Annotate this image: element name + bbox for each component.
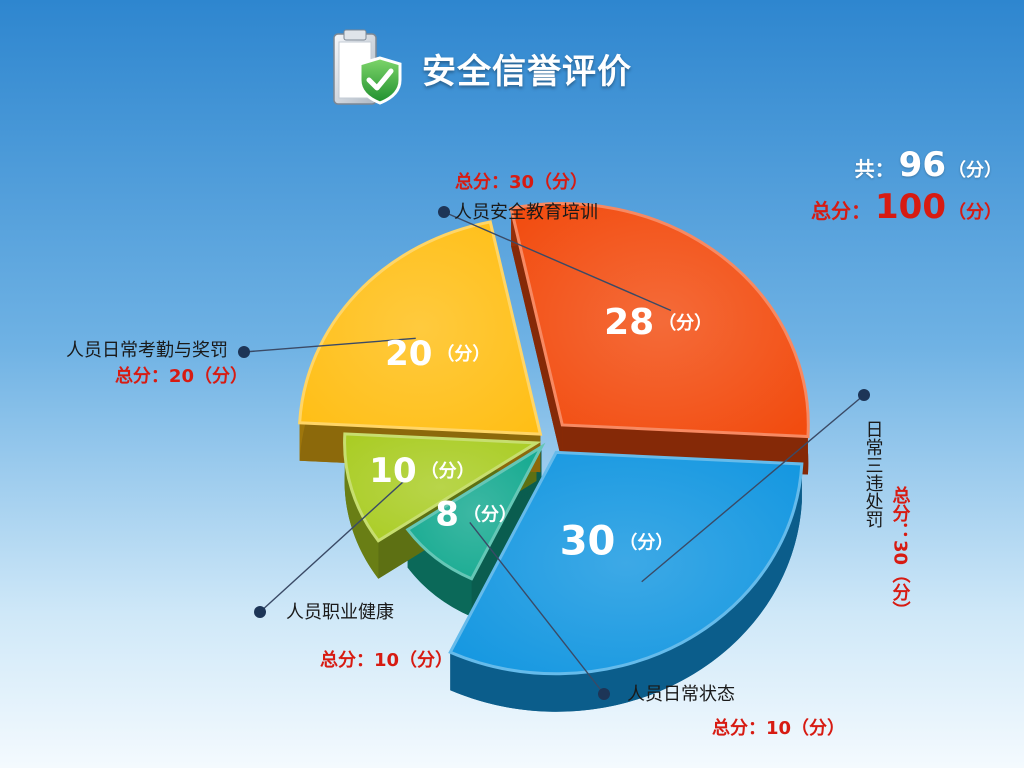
slice-value: 28 [604,302,654,343]
score-unit: （分） [948,160,1002,181]
score-label: 共： [854,157,895,181]
pie-slice-rim [344,433,379,579]
label-dot [254,606,266,618]
leader-line [469,521,605,695]
pie-slice-top [343,432,542,543]
slice-category-label: 日常三违处罚 [863,420,884,528]
slice-value-unit: （分） [421,461,475,482]
clipboard-shield-check-icon [333,29,402,105]
slice-value-unit: （分） [463,505,517,526]
full-score-unit: （分） [948,202,1002,223]
slice-max-score-label: 总分：30（分） [455,171,588,193]
slice-category-label: 人员职业健康 [286,602,394,623]
slice-value-label: 8 （分） [435,494,517,534]
pie-slice-top [509,202,810,439]
slice-max-score-label: 总分：30（分） [890,485,911,619]
pie-slice-top [448,450,804,676]
pie-slice-top [298,220,543,436]
full-score-label: 总分： [811,199,872,223]
label-dot [438,206,450,218]
label-dot [598,688,610,700]
slice-value-unit: （分） [436,344,490,365]
slice-value: 8 [435,494,459,534]
pie-slice-rim [407,529,472,617]
leader-line [259,474,412,613]
leader-line [443,211,672,312]
score-value: 96 [898,145,946,185]
pie-slice-top [405,442,546,581]
slice-value-unit: （分） [658,313,712,334]
page-title: 安全信誉评价 [422,51,632,92]
full-score-line: 总分： 100 （分） [811,190,1002,224]
full-score-value: 100 [875,187,946,227]
pie-slice-rim [450,463,802,712]
pie-slice-wall [511,208,563,463]
leader-line [243,337,416,353]
label-dot [858,389,870,401]
header: 安全信誉评价 [328,28,632,108]
leader-line [641,394,865,583]
slice-value-label: 30 （分） [560,519,674,565]
slice-max-score-label: 总分：20（分） [115,365,248,387]
slice-value-label: 10 （分） [369,450,474,490]
slice-category-label: 人员日常考勤与奖罚 [66,340,228,361]
slice-max-score-label: 总分：10（分） [712,717,845,739]
label-dot [238,346,250,358]
slice-category-label: 人员日常状态 [627,684,735,705]
slice-value-label: 20 （分） [385,334,490,374]
slice-value: 20 [385,334,432,374]
slice-max-score-label: 总分：10（分） [320,649,453,671]
score-line: 共： 96 （分） [811,148,1002,182]
score-summary: 共： 96 （分） 总分： 100 （分） [811,148,1002,232]
slice-value-unit: （分） [619,533,673,554]
slice-value-label: 28 （分） [604,302,712,343]
slice-category-label: 人员安全教育培训 [454,202,598,223]
slice-value: 30 [560,519,616,565]
slice-value: 10 [369,450,416,490]
